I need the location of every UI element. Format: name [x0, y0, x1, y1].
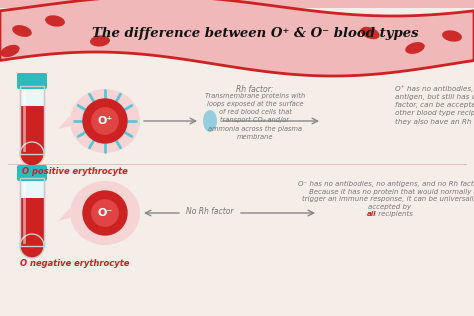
Polygon shape	[58, 116, 70, 129]
Bar	[20, 106, 44, 154]
Ellipse shape	[70, 181, 140, 245]
Text: O⁺ has no antibodies, no
antigen, but still has an Rh
factor, can be accepted by: O⁺ has no antibodies, no antigen, but st…	[395, 85, 474, 125]
Ellipse shape	[90, 35, 110, 46]
Text: accepted by: accepted by	[368, 204, 411, 210]
FancyBboxPatch shape	[20, 178, 44, 246]
FancyBboxPatch shape	[17, 165, 47, 181]
Ellipse shape	[45, 15, 65, 27]
Text: trigger an immune response, it can be universally: trigger an immune response, it can be un…	[302, 196, 474, 202]
Ellipse shape	[12, 25, 32, 37]
Ellipse shape	[360, 27, 380, 39]
Circle shape	[83, 99, 127, 143]
Ellipse shape	[20, 234, 44, 258]
Text: The difference between O⁺ & O⁻ blood types: The difference between O⁺ & O⁻ blood typ…	[91, 27, 419, 40]
Circle shape	[92, 200, 118, 226]
Polygon shape	[0, 0, 474, 8]
Ellipse shape	[70, 89, 140, 153]
Ellipse shape	[405, 42, 425, 54]
Text: O positive erythrocyte: O positive erythrocyte	[22, 167, 128, 175]
Circle shape	[92, 108, 118, 134]
Ellipse shape	[20, 142, 44, 166]
Text: recipients: recipients	[376, 211, 413, 217]
Text: Because it has no protein that would normally: Because it has no protein that would nor…	[309, 189, 471, 195]
Text: Transmembrane proteins with
loops exposed at the surface
of red blood cells that: Transmembrane proteins with loops expose…	[205, 93, 305, 140]
Text: O negative erythrocyte: O negative erythrocyte	[20, 258, 130, 268]
Polygon shape	[0, 0, 474, 76]
Ellipse shape	[442, 30, 462, 42]
Text: all: all	[366, 211, 376, 217]
Ellipse shape	[0, 45, 19, 57]
FancyBboxPatch shape	[20, 86, 44, 154]
Text: No Rh factor: No Rh factor	[186, 206, 234, 216]
Polygon shape	[58, 208, 70, 221]
Circle shape	[83, 191, 127, 235]
Text: O⁻: O⁻	[97, 208, 113, 218]
Bar	[20, 198, 44, 246]
FancyBboxPatch shape	[17, 73, 47, 89]
Ellipse shape	[203, 110, 217, 132]
Text: Rh factor:: Rh factor:	[237, 85, 273, 94]
Text: O⁻ has no antibodies, no antigens, and no Rh factor.: O⁻ has no antibodies, no antigens, and n…	[298, 181, 474, 187]
Text: O⁺: O⁺	[97, 116, 113, 126]
